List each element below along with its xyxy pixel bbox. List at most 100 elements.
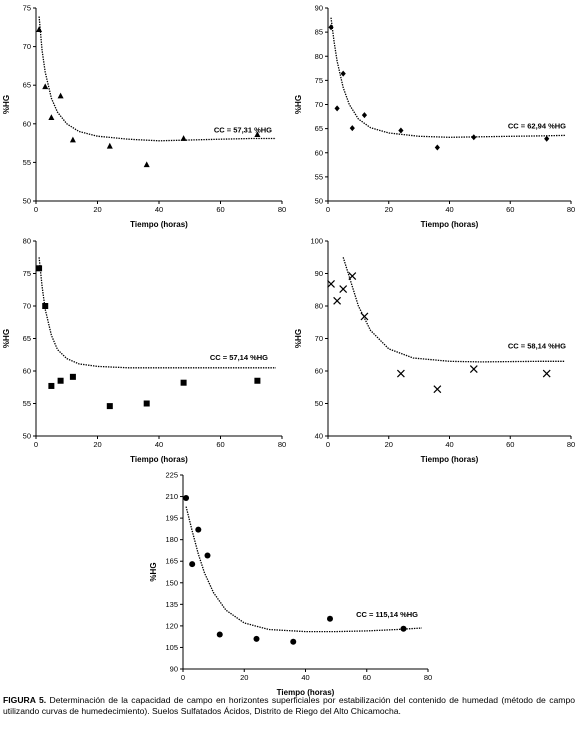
- y-tick-label: 40: [315, 432, 323, 441]
- data-point: [204, 552, 211, 559]
- y-tick-label: 105: [165, 643, 178, 652]
- x-tick-label: 40: [155, 440, 163, 449]
- data-point: [361, 112, 368, 119]
- data-point: [189, 561, 196, 568]
- x-tick-label: 0: [181, 673, 185, 682]
- y-tick-label: 75: [23, 269, 31, 278]
- cc-label: CC = 57,14 %HG: [210, 353, 268, 362]
- y-tick-label: 60: [315, 148, 323, 157]
- data-point: [398, 127, 404, 134]
- fitted-curve: [185, 506, 422, 633]
- cc-label: CC = 62,94 %HG: [508, 121, 566, 130]
- y-tick-label: 55: [23, 158, 31, 167]
- y-axis-title: %HG: [294, 95, 303, 114]
- y-axis-title: %HG: [2, 95, 11, 114]
- data-point: [42, 83, 49, 90]
- x-axis-title: Tiempo (horas): [130, 455, 188, 464]
- x-tick-label: 60: [216, 205, 224, 214]
- data-point: [339, 285, 348, 294]
- data-point: [48, 114, 55, 121]
- y-tick-label: 60: [23, 367, 31, 376]
- x-tick-label: 0: [34, 440, 38, 449]
- chart-1: 0 20 40 60 80 50 55 60 65 70 75 Tiempo (horas) %HG CC…: [2, 4, 286, 230]
- x-tick-label: 40: [445, 205, 453, 214]
- y-tick-label: 70: [315, 100, 323, 109]
- y-tick-label: 90: [315, 269, 323, 278]
- data-point: [216, 631, 223, 638]
- data-point: [69, 136, 76, 143]
- x-tick-label: 80: [567, 440, 575, 449]
- x-tick-label: 40: [445, 440, 453, 449]
- data-point: [195, 526, 202, 533]
- data-point: [36, 26, 43, 33]
- chart-4: 0 20 40 60 80 40 50 60 70 80 90 100 Tiempo (horas) %H…: [294, 237, 575, 465]
- y-tick-label: 50: [315, 399, 323, 408]
- x-tick-label: 80: [278, 440, 286, 449]
- data-point: [106, 403, 113, 410]
- data-point: [400, 625, 407, 632]
- data-point: [349, 125, 355, 132]
- x-tick-label: 0: [326, 440, 330, 449]
- y-tick-label: 65: [23, 81, 31, 90]
- x-tick-label: 80: [278, 205, 286, 214]
- y-tick-label: 80: [315, 52, 323, 61]
- caption-text: Determinación de la capacidad de campo e…: [3, 695, 575, 716]
- y-axis-title: %HG: [2, 329, 11, 348]
- data-point: [433, 385, 442, 394]
- chart-5: 0 20 40 60 80 90 105 120 135 150 165 180 195 210 225 Ti…: [149, 471, 432, 698]
- cc-label: CC = 57,31 %HG: [214, 125, 272, 134]
- data-point: [48, 382, 55, 389]
- x-tick-label: 40: [301, 673, 309, 682]
- x-tick-label: 0: [326, 205, 330, 214]
- y-tick-label: 100: [310, 237, 323, 246]
- data-point: [36, 265, 43, 272]
- x-axis-title: Tiempo (horas): [130, 220, 188, 229]
- y-tick-label: 80: [315, 302, 323, 311]
- x-axis-title: Tiempo (horas): [421, 455, 479, 464]
- data-point: [360, 312, 369, 321]
- figure-caption: FIGURA 5. Determinación de la capacidad …: [3, 695, 575, 717]
- data-point: [333, 296, 342, 305]
- y-tick-label: 65: [23, 334, 31, 343]
- y-tick-label: 90: [170, 665, 178, 674]
- data-point: [180, 379, 187, 386]
- y-tick-label: 65: [315, 124, 323, 133]
- data-point: [183, 494, 190, 501]
- y-tick-label: 210: [165, 492, 178, 501]
- y-tick-label: 55: [315, 172, 323, 181]
- data-point: [57, 92, 64, 99]
- x-tick-label: 80: [567, 205, 575, 214]
- data-point: [253, 635, 260, 642]
- x-tick-label: 20: [385, 205, 393, 214]
- x-tick-label: 60: [506, 440, 514, 449]
- data-point: [143, 161, 150, 168]
- fitted-curve: [38, 16, 276, 142]
- data-point: [254, 131, 261, 138]
- data-point: [143, 400, 150, 407]
- data-point: [180, 135, 187, 141]
- data-point: [254, 377, 261, 384]
- data-point: [290, 638, 297, 645]
- data-point: [334, 105, 340, 112]
- y-tick-label: 90: [315, 4, 323, 13]
- y-tick-label: 80: [23, 237, 31, 246]
- data-point: [328, 24, 334, 31]
- y-tick-label: 120: [165, 621, 178, 630]
- y-tick-label: 180: [165, 535, 178, 544]
- y-tick-label: 75: [315, 76, 323, 85]
- y-axis-title: %HG: [149, 562, 158, 581]
- data-point: [69, 373, 76, 380]
- data-point: [42, 303, 49, 309]
- y-tick-label: 75: [23, 4, 31, 13]
- x-tick-label: 20: [385, 440, 393, 449]
- y-tick-label: 85: [315, 28, 323, 37]
- chart-3: 0 20 40 60 80 50 55 60 65 70 75 80 Tiempo (horas) %HG…: [2, 237, 286, 465]
- y-tick-label: 50: [23, 197, 31, 206]
- data-point: [348, 272, 357, 281]
- data-point: [434, 144, 440, 151]
- x-tick-label: 20: [240, 673, 248, 682]
- y-tick-label: 150: [165, 578, 178, 587]
- x-axis-title: Tiempo (horas): [277, 688, 335, 697]
- y-tick-label: 70: [315, 334, 323, 343]
- fitted-curve: [342, 257, 565, 363]
